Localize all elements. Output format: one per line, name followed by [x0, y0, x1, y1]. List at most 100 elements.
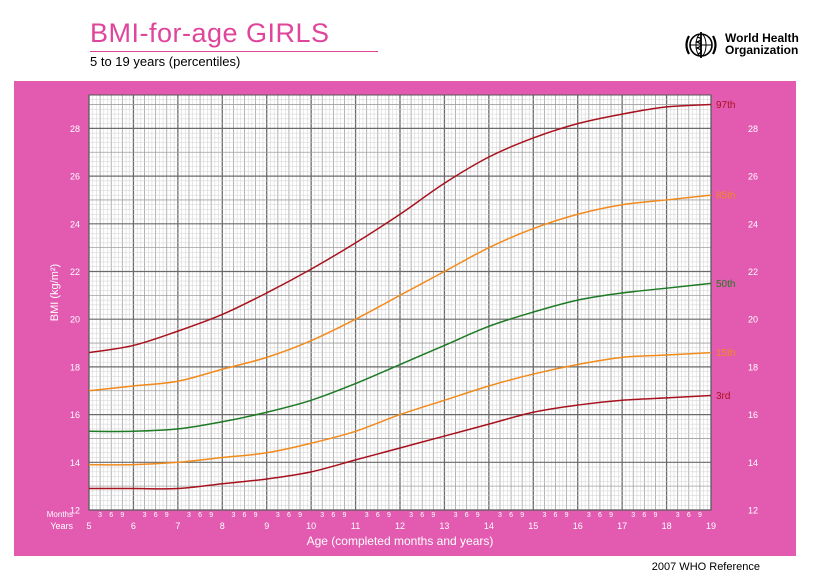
- month-tick-label: 3: [587, 512, 591, 519]
- year-tick-label: 8: [220, 521, 225, 531]
- month-tick-label: 9: [698, 512, 702, 519]
- year-tick-label: 7: [175, 521, 180, 531]
- y-tick-label-right: 14: [748, 458, 758, 468]
- series-label-50th: 50th: [716, 279, 735, 290]
- month-tick-label: 6: [154, 512, 158, 519]
- y-tick-label-left: 28: [70, 124, 80, 134]
- year-tick-label: 17: [617, 521, 627, 531]
- y-tick-label-right: 22: [748, 267, 758, 277]
- y-tick-label-left: 12: [70, 506, 80, 516]
- month-tick-label: 3: [187, 512, 191, 519]
- month-tick-label: 9: [654, 512, 658, 519]
- series-label-85th: 85th: [716, 191, 735, 202]
- month-tick-label: 9: [431, 512, 435, 519]
- reference-note: 2007 WHO Reference: [651, 561, 760, 573]
- chart-subtitle: 5 to 19 years (percentiles): [90, 54, 241, 69]
- series-line-15th: [88, 351, 712, 466]
- x-axis-label: Age (completed months and years): [307, 534, 494, 548]
- org-name-line-1: World Health: [725, 31, 799, 45]
- month-tick-label: 3: [98, 512, 102, 519]
- title-underline: [90, 51, 378, 52]
- month-tick-label: 6: [687, 512, 691, 519]
- month-tick-label: 3: [276, 512, 280, 519]
- y-tick-label-right: 28: [748, 124, 758, 134]
- y-tick-label-right: 16: [748, 410, 758, 420]
- month-tick-label: 6: [243, 512, 247, 519]
- month-tick-label: 3: [231, 512, 235, 519]
- y-tick-label-right: 12: [748, 506, 758, 516]
- month-tick-label: 6: [598, 512, 602, 519]
- plot-border: [88, 94, 712, 511]
- month-tick-label: 9: [165, 512, 169, 519]
- year-tick-label: 16: [573, 521, 583, 531]
- month-tick-label: 9: [520, 512, 524, 519]
- month-tick-label: 3: [143, 512, 147, 519]
- month-tick-label: 6: [554, 512, 558, 519]
- year-tick-label: 13: [439, 521, 449, 531]
- y-tick-label-left: 18: [70, 362, 80, 372]
- month-tick-label: 9: [209, 512, 213, 519]
- month-tick-label: 3: [409, 512, 413, 519]
- series-line-3rd: [89, 394, 712, 490]
- year-tick-label: 19: [706, 521, 716, 531]
- y-tick-label-right: 20: [748, 315, 758, 325]
- series-label-97th: 97th: [716, 100, 735, 111]
- y-tick-label-right: 26: [748, 172, 758, 182]
- year-tick-label: 11: [351, 521, 360, 531]
- month-tick-label: 9: [609, 512, 613, 519]
- month-tick-label: 9: [387, 512, 391, 519]
- y-tick-label-left: 16: [70, 410, 80, 420]
- year-tick-label: 15: [528, 521, 538, 531]
- chart-title: BMI-for-age GIRLS: [90, 18, 330, 48]
- month-tick-label: 3: [676, 512, 680, 519]
- y-tick-label-left: 20: [70, 315, 80, 325]
- month-tick-label: 6: [198, 512, 202, 519]
- series-line-50th: [88, 282, 712, 433]
- month-tick-label: 3: [498, 512, 502, 519]
- y-tick-label-right: 24: [748, 219, 758, 229]
- month-tick-label: 3: [631, 512, 635, 519]
- month-tick-label: 3: [454, 512, 458, 519]
- org-name: World Health Organization: [725, 32, 799, 56]
- y-tick-label-right: 18: [748, 362, 758, 372]
- years-caption: Years: [50, 521, 73, 531]
- y-tick-label-left: 22: [70, 267, 80, 277]
- month-tick-label: 9: [254, 512, 258, 519]
- year-tick-label: 6: [131, 521, 136, 531]
- series-label-15th: 15th: [716, 348, 735, 359]
- month-tick-label: 9: [565, 512, 569, 519]
- year-tick-label: 12: [395, 521, 405, 531]
- month-tick-label: 3: [365, 512, 369, 519]
- month-tick-label: 9: [343, 512, 347, 519]
- year-tick-label: 18: [662, 521, 672, 531]
- chart-panel: 12 12 14 14 16 16 18 18 20 20 22 22 24 24 26 26 28 28 3 6 9 3…: [14, 81, 796, 556]
- year-tick-label: 10: [306, 521, 316, 531]
- month-tick-label: 6: [331, 512, 335, 519]
- month-tick-label: 6: [420, 512, 424, 519]
- month-tick-label: 6: [509, 512, 513, 519]
- month-tick-label: 3: [320, 512, 324, 519]
- series-label-3rd: 3rd: [716, 391, 730, 402]
- who-logo: World Health Organization: [683, 28, 813, 62]
- who-emblem-icon: [685, 32, 717, 58]
- month-tick-label: 6: [109, 512, 113, 519]
- y-tick-label-left: 26: [70, 172, 80, 182]
- month-tick-label: 6: [287, 512, 291, 519]
- series-line-85th: [88, 194, 712, 392]
- y-axis-label: BMI (kg/m²): [49, 264, 61, 321]
- year-tick-label: 14: [484, 521, 494, 531]
- year-tick-label: 5: [86, 521, 91, 531]
- month-tick-label: 9: [476, 512, 480, 519]
- month-tick-label: 9: [120, 512, 124, 519]
- y-tick-label-left: 24: [70, 219, 80, 229]
- series-line-97th: [88, 103, 712, 354]
- month-tick-label: 6: [376, 512, 380, 519]
- month-tick-label: 3: [542, 512, 546, 519]
- months-caption: Months: [47, 510, 73, 519]
- org-name-line-2: Organization: [725, 43, 799, 57]
- y-tick-label-left: 14: [70, 458, 80, 468]
- month-tick-label: 6: [642, 512, 646, 519]
- month-tick-label: 9: [298, 512, 302, 519]
- year-tick-label: 9: [264, 521, 269, 531]
